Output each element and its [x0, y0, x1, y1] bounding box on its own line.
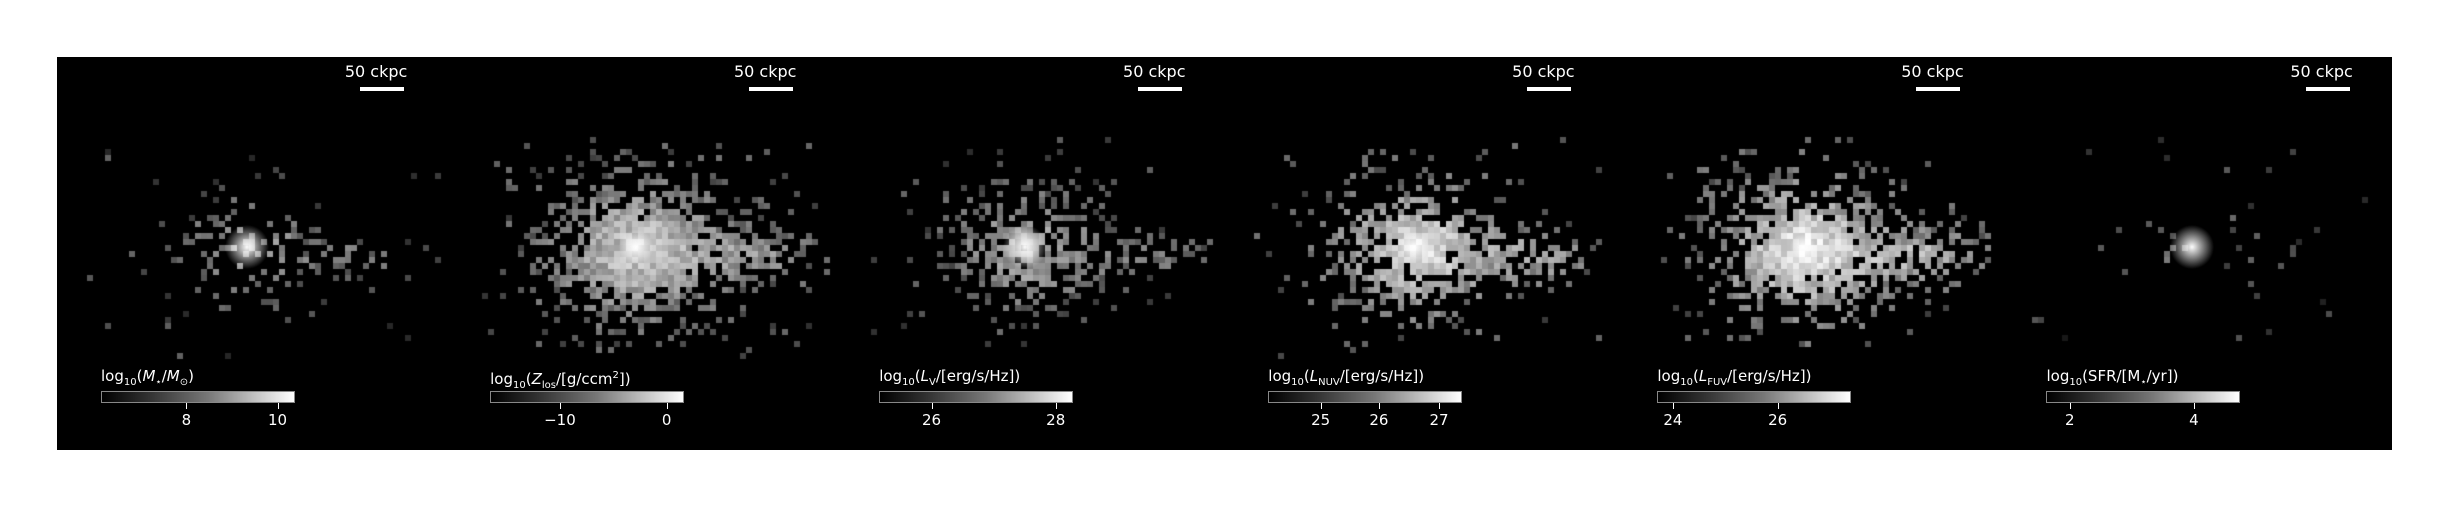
- colorbar-label: log10(LFUV/[erg/s/Hz]): [1657, 367, 1812, 388]
- scale-bar: [749, 87, 794, 91]
- scale-bar-label: 50 ckpc: [344, 62, 408, 81]
- colorbar-label: log10(M⋆/M⊙): [101, 367, 194, 388]
- colorbar-tick: [2069, 403, 2071, 409]
- colorbar: [2046, 391, 2241, 403]
- v-luminosity-map: [835, 57, 1225, 450]
- scale-bar-label: 50 ckpc: [733, 62, 797, 81]
- panel-metal-column: 50 ckpc log10(Zlos/[g/ccm2]) −10 0: [446, 57, 836, 450]
- colorbar-tick: [1439, 403, 1440, 409]
- colorbar-tick: [1777, 403, 1779, 409]
- metal-column-map: [446, 57, 836, 450]
- panel-stellar-mass: 50 ckpc log10(M⋆/M⊙) 8 10: [57, 57, 447, 450]
- sfr-map: [2002, 57, 2392, 450]
- colorbar-label: log10(LV/[erg/s/Hz]): [879, 367, 1021, 388]
- scale-bar: [1138, 87, 1183, 91]
- scale-bar-label: 50 ckpc: [2290, 62, 2353, 81]
- colorbar-tick-label: 2: [2064, 411, 2075, 429]
- scale-bar: [1916, 87, 1961, 91]
- colorbar-tick: [1320, 403, 1322, 409]
- colorbar-tick-label: 26: [1768, 411, 1788, 429]
- scale-bar: [360, 87, 405, 91]
- colorbar-tick-label: 27: [1429, 411, 1449, 429]
- nuv-luminosity-map: [1224, 57, 1614, 450]
- colorbar-tick-label: 26: [1369, 411, 1389, 429]
- colorbar-label: log10(SFR/[M⋆/yr]): [2046, 367, 2179, 388]
- colorbar-tick: [666, 403, 668, 409]
- colorbar-tick-label: 0: [661, 411, 672, 429]
- colorbar-tick: [559, 403, 561, 409]
- fuv-luminosity-map: [1613, 57, 2003, 450]
- colorbar-tick-label: 26: [922, 411, 942, 429]
- colorbar-tick: [1378, 403, 1380, 409]
- scale-bar-label: 50 ckpc: [1901, 62, 1964, 81]
- scale-bar: [2305, 87, 2350, 91]
- colorbar-tick: [931, 403, 933, 409]
- colorbar-tick: [1055, 403, 1057, 409]
- panel-nuv-luminosity: 50 ckpc log10(LNUV/[erg/s/Hz]) 25 26 27: [1224, 57, 1614, 450]
- colorbar-tick: [277, 403, 279, 409]
- colorbar-tick-label: 10: [267, 411, 288, 429]
- colorbar: [1657, 391, 1852, 403]
- scale-bar-label: 50 ckpc: [1123, 62, 1186, 81]
- colorbar: [101, 391, 295, 403]
- stellar-mass-map: [57, 57, 446, 450]
- colorbar-tick-label: 24: [1663, 411, 1683, 429]
- colorbar-label: log10(Zlos/[g/ccm2]): [490, 370, 631, 391]
- scale-bar-label: 50 ckpc: [1512, 62, 1575, 81]
- panel-fuv-luminosity: 50 ckpc log10(LFUV/[erg/s/Hz]) 24 26: [1613, 57, 2003, 450]
- colorbar-tick-label: 8: [181, 411, 192, 429]
- colorbar: [879, 391, 1074, 403]
- colorbar-tick: [1672, 403, 1674, 409]
- colorbar-tick-label: 4: [2189, 411, 2199, 429]
- colorbar-tick: [2193, 403, 2195, 409]
- scale-bar: [1527, 87, 1572, 91]
- colorbar: [1268, 391, 1463, 403]
- panel-sfr: 50 ckpc log10(SFR/[M⋆/yr]) 2 4: [2002, 57, 2392, 450]
- panel-v-luminosity: 50 ckpc log10(LV/[erg/s/Hz]) 26 28: [835, 57, 1225, 450]
- colorbar: [490, 391, 685, 403]
- colorbar-tick-label: −10: [544, 411, 576, 429]
- colorbar-tick-label: 28: [1046, 411, 1066, 429]
- colorbar-tick: [186, 403, 188, 409]
- colorbar-label: log10(LNUV/[erg/s/Hz]): [1268, 367, 1425, 388]
- colorbar-tick-label: 25: [1311, 411, 1331, 429]
- image-strip: 50 ckpc log10(M⋆/M⊙) 8 10 50 ckpc log10(Z…: [57, 57, 2392, 450]
